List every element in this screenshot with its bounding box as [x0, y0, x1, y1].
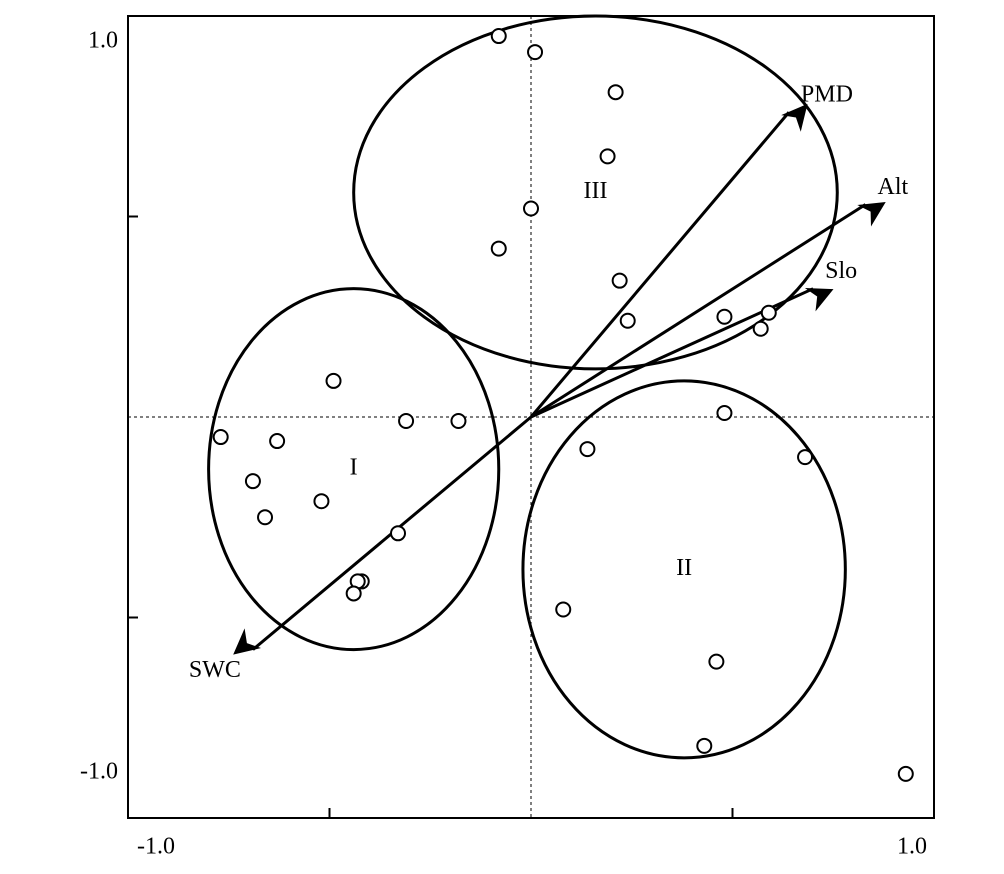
sample-point: [490, 28, 507, 45]
sample-point: [716, 308, 733, 325]
vector-arrow: [530, 202, 886, 419]
y-tick-label: 1.0: [88, 28, 118, 54]
y-tick-label: -1.0: [80, 759, 118, 785]
sample-point: [527, 44, 544, 61]
sample-point: [523, 200, 539, 217]
sample-point: [257, 509, 274, 526]
sample-point: [490, 240, 507, 257]
vector-label: Alt: [877, 174, 908, 200]
sample-point: [599, 148, 616, 165]
sample-point: [716, 404, 733, 421]
sample-point: [269, 433, 286, 450]
group-label: III: [583, 178, 607, 204]
sample-point: [696, 737, 713, 754]
sample-point: [760, 304, 777, 321]
vector-label: SWC: [189, 657, 241, 683]
sample-point: [611, 272, 628, 289]
vector-label: Slo: [825, 258, 857, 284]
sample-point: [797, 449, 814, 466]
sample-point: [555, 601, 572, 618]
sample-point: [579, 441, 596, 458]
sample-point: [313, 493, 330, 510]
sample-point: [752, 320, 769, 337]
group-ellipse: [352, 14, 839, 371]
sample-point: [708, 653, 725, 670]
sample-point: [325, 372, 342, 389]
sample-point: [212, 429, 229, 446]
sample-point: [345, 585, 362, 602]
sample-point: [398, 413, 415, 430]
group-label: I: [350, 455, 358, 481]
sample-point: [607, 84, 624, 101]
group-label: II: [676, 555, 692, 581]
sample-point: [244, 473, 261, 490]
vector-arrow: [529, 103, 808, 418]
sample-point: [619, 312, 636, 329]
vector-label: PMD: [801, 82, 853, 108]
group-ellipse: [521, 379, 847, 760]
x-tick-label: 1.0: [897, 834, 927, 860]
sample-point: [450, 413, 467, 430]
group-ellipse: [207, 287, 501, 652]
x-tick-label: -1.0: [137, 834, 175, 860]
sample-point: [390, 525, 407, 542]
sample-point: [897, 765, 914, 782]
